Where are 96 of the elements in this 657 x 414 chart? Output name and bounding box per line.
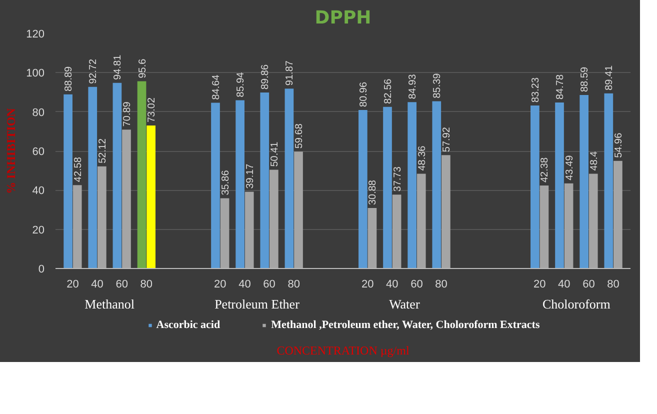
x-tick-label: 20 [214,278,226,290]
data-label: 91.87 [284,60,296,86]
bar [270,170,278,268]
text: Water [389,296,420,312]
bar [358,110,368,268]
bar [294,152,303,268]
bar [122,130,131,268]
legend-label: Methanol ,Petroleum ether, Water, Choloroform Extracts [271,319,540,331]
bar [88,86,98,268]
y-tick-label: 120 [26,28,45,40]
data-label: 39.17 [244,163,256,189]
x-tick-label: 20 [66,278,79,290]
data-label: 35.86 [220,170,232,196]
bar [530,106,540,268]
x-tick-label: 60 [263,278,276,290]
x-tick-label: 40 [386,278,398,290]
data-label: 30.88 [368,180,379,206]
bar [112,82,122,268]
y-axis-title: % INHIBITION [4,108,18,194]
x-tick-label: 20 [361,278,374,290]
data-label: 70.89 [122,101,133,127]
data-label: 54.96 [613,132,624,158]
data-label: 85.39 [432,72,444,98]
data-label: 85.94 [236,72,247,98]
bar [368,208,377,268]
data-label: 42.58 [72,156,84,182]
bar [416,174,426,268]
data-label: 52.12 [97,138,108,164]
bar [383,106,392,268]
data-label: 84.78 [555,74,566,100]
bar [408,102,416,268]
y-tick-label: 0 [38,264,45,276]
x-tick-label: 80 [607,278,620,290]
data-label: 83.23 [530,77,542,103]
bar [588,174,598,268]
y-tick-label: 20 [32,224,45,236]
y-tick-label: 60 [32,146,45,158]
data-label: 59.68 [294,123,305,149]
bar [442,155,450,268]
bar [540,186,549,268]
x-tick-label: 80 [435,278,448,290]
bar [146,126,156,268]
x-tick-label: 40 [91,278,104,290]
bar [244,192,254,268]
bar [614,160,622,268]
data-label: 94.81 [112,54,124,80]
bar [260,92,270,268]
bar [604,93,614,268]
data-label: 37.73 [392,166,404,192]
x-tick-label: 60 [116,278,128,290]
x-tick-label: 80 [140,278,153,290]
bar [392,194,402,268]
bar [564,183,574,268]
chart-title: DPPH [314,8,372,28]
bar [580,95,589,268]
text: Choloroform [542,296,610,312]
x-tick-label: 20 [533,278,546,290]
y-tick-label: 40 [32,185,45,198]
data-label: 84.93 [408,74,419,100]
legend-label: Ascorbic acid [156,319,220,331]
data-label: 43.49 [564,154,576,180]
data-label: 89.86 [260,64,272,90]
data-label: 84.64 [210,74,222,100]
x-tick-label: 60 [410,278,423,290]
data-label: 88.89 [64,66,75,92]
bar [211,102,220,268]
data-label: 73.02 [146,97,158,123]
bar [555,102,564,268]
x-tick-label: 40 [558,278,570,290]
data-label: 95.6 [137,58,148,78]
bar [432,101,442,268]
data-label: 48.36 [416,145,428,171]
data-label: 82.56 [383,78,394,104]
x-axis-title: CONCENTRATION µg/ml [276,344,410,358]
data-label: 92.72 [88,58,100,84]
x-tick-label: 80 [288,278,300,290]
bar [97,166,106,268]
bar [284,88,294,268]
y-tick-label: 80 [32,106,45,119]
x-tick-label: 60 [582,278,595,290]
data-label: 80.96 [358,81,370,107]
data-label: 88.59 [580,66,591,92]
y-tick-label: 100 [26,68,45,80]
text: Petroleum Ether [214,296,300,312]
x-tick-label: 40 [238,278,251,290]
data-label: 50.41 [269,141,280,167]
bar [64,94,72,268]
data-label: 48.4 [588,150,600,171]
bar [72,185,82,268]
bar [220,198,230,268]
bar [236,100,244,268]
data-label: 57.92 [441,126,452,152]
bar [137,81,146,268]
data-label: 89.41 [604,64,616,90]
text: Methanol [84,296,135,312]
data-label: 42.38 [540,157,551,183]
